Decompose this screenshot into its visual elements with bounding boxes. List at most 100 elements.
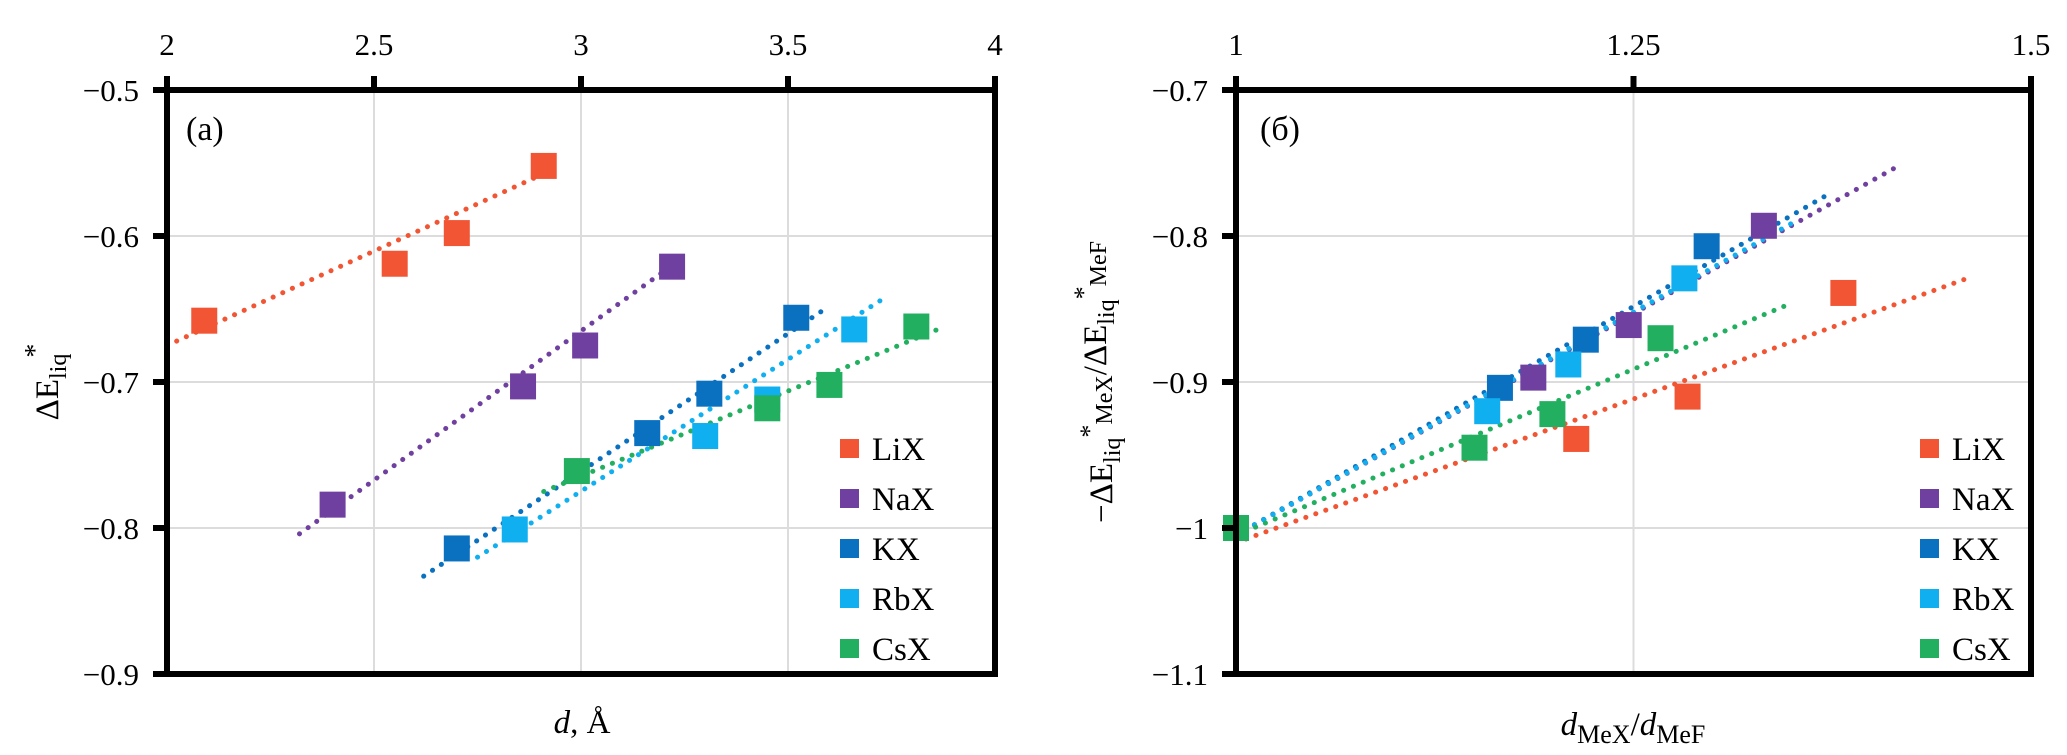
- chart-b-point-kx: [1572, 326, 1599, 353]
- chart-a-point-csx: [563, 458, 590, 485]
- chart-a-legend-label: CsX: [872, 632, 931, 668]
- chart-a-point-kx: [443, 535, 470, 562]
- chart-b-trendlines: [1233, 164, 1970, 546]
- chart-a-x-tick-label: 3: [573, 27, 589, 62]
- chart-a-x-tick-label: 3.5: [769, 27, 808, 62]
- chart-a-y-axis-title-main: ΔE: [30, 379, 66, 420]
- chart-a-point-rbx: [841, 316, 868, 343]
- chart-b-legend-label: CsX: [1952, 632, 2011, 668]
- chart-b: 1 1.25 1.5−0.7−0.8−0.9−1−1.1 (б) dMeX/dMeF…: [1069, 27, 2050, 749]
- chart-a-frame: [153, 76, 998, 677]
- chart-a-legend-label: NaX: [872, 482, 934, 518]
- chart-a-y-axis-title-sub: liq: [46, 354, 72, 379]
- chart-b-trendline-lix: [1233, 275, 1970, 546]
- chart-a-panel-label: (a): [186, 111, 224, 148]
- chart-b-y-tick-label: −0.9: [1152, 365, 1208, 400]
- chart-b-y-axis-title-sub2: liq: [1094, 299, 1120, 324]
- chart-b-x-tick-label: 1.25: [1606, 27, 1660, 62]
- chart-b-x-axis-title-slash: /: [1631, 707, 1641, 743]
- chart-b-trendline-nax: [1233, 164, 1899, 538]
- chart-a-point-kx: [696, 380, 723, 407]
- chart-b-point-rbx: [1555, 351, 1582, 378]
- chart-b-x-axis-title-d1: d: [1561, 707, 1578, 743]
- chart-a-ticks: 2 2.5 3 3.5 4 −0.5 −0.6 −0.7 −0.8 −0.9: [83, 27, 1003, 692]
- chart-a-legend-swatch: [840, 539, 859, 558]
- chart-a-legend-swatch: [840, 589, 859, 608]
- chart-b-x-axis-title-sub2: MeF: [1656, 720, 1705, 749]
- chart-b-point-rbx: [1671, 265, 1698, 292]
- chart-b-point-csx: [1539, 401, 1566, 428]
- chart-b-y-tick-label: −1: [1175, 511, 1208, 546]
- chart-b-frame: [1222, 76, 2034, 677]
- chart-b-legend-swatch: [1920, 589, 1939, 608]
- chart-a-legend: LiX NaX KX RbX CsX: [840, 432, 935, 668]
- chart-a: 2 2.5 3 3.5 4 −0.5 −0.6 −0.7 −0.8 −0.9 (a) d, Å Δ…: [20, 27, 1003, 741]
- chart-a-point-kx: [634, 420, 661, 447]
- chart-a-legend-label: KX: [872, 532, 920, 568]
- chart-a-legend-item-rbx: RbX: [840, 582, 935, 618]
- chart-b-panel-label: (б): [1260, 111, 1300, 148]
- chart-a-y-axis-title-sup: *: [20, 344, 51, 358]
- chart-b-legend-label: NaX: [1952, 482, 2014, 518]
- chart-b-x-axis-title-sub1: MeX: [1577, 720, 1631, 749]
- chart-a-point-lix: [443, 220, 470, 247]
- chart-b-y-tick-label: −0.7: [1152, 73, 1208, 108]
- chart-b-legend: LiX NaX KX RbX CsX: [1920, 432, 2015, 668]
- chart-a-legend-swatch: [840, 439, 859, 458]
- chart-a-point-kx: [783, 304, 810, 331]
- chart-a-point-nax: [572, 332, 599, 359]
- chart-b-trendline-csx: [1233, 303, 1788, 538]
- chart-a-trendline-nax: [296, 253, 687, 537]
- chart-b-legend-item-lix: LiX: [1920, 432, 2005, 468]
- chart-b-legend-swatch: [1920, 489, 1939, 508]
- chart-b-point-nax: [1520, 364, 1547, 391]
- chart-b-legend-label: RbX: [1952, 582, 2015, 618]
- chart-a-y-tick-label: −0.5: [83, 73, 139, 108]
- chart-b-legend-item-csx: CsX: [1920, 632, 2011, 668]
- chart-a-legend-item-kx: KX: [840, 532, 920, 568]
- chart-b-y-axis-title: −ΔEliq*MeX/ΔEliq*MeF: [1069, 241, 1126, 523]
- chart-a-trendline-csx: [541, 325, 944, 494]
- chart-b-point-kx: [1486, 374, 1513, 401]
- chart-a-legend-item-lix: LiX: [840, 432, 925, 468]
- chart-a-y-tick-label: −0.7: [83, 365, 139, 400]
- chart-a-x-tick-label: 2.5: [355, 27, 394, 62]
- chart-a-x-axis-title: d, Å: [554, 704, 611, 741]
- chart-a-legend-item-csx: CsX: [840, 632, 931, 668]
- chart-b-x-axis-title: dMeX/dMeF: [1561, 707, 1706, 749]
- chart-b-points: [1223, 212, 1857, 541]
- chart-a-legend-swatch: [840, 639, 859, 658]
- chart-b-y-axis-title-sup2: *: [1069, 286, 1098, 299]
- chart-a-point-csx: [754, 395, 781, 422]
- chart-a-legend-item-nax: NaX: [840, 482, 934, 518]
- chart-b-legend-swatch: [1920, 639, 1939, 658]
- chart-a-x-tick-label: 2: [159, 27, 175, 62]
- chart-b-point-kx: [1693, 233, 1720, 260]
- chart-a-trendlines: [164, 169, 944, 579]
- chart-a-point-nax: [319, 491, 346, 518]
- chart-a-point-lix: [530, 152, 557, 179]
- chart-a-point-rbx: [692, 423, 719, 450]
- chart-a-grid: [167, 90, 995, 674]
- chart-a-points: [191, 152, 930, 562]
- chart-b-trendline-rbx: [1233, 220, 1795, 538]
- chart-b-ticks: 1 1.25 1.5 −0.7 −0.8 −0.9 −1 −1.1: [1152, 27, 2051, 692]
- chart-a-trendline-kx: [421, 303, 832, 579]
- chart-b-legend-item-rbx: RbX: [1920, 582, 2015, 618]
- chart-b-y-tick-label: −0.8: [1152, 219, 1208, 254]
- chart-a-y-tick-label: −0.6: [83, 219, 139, 254]
- chart-a-point-nax: [510, 373, 537, 400]
- chart-a-point-nax: [659, 253, 686, 280]
- chart-b-point-csx: [1461, 434, 1488, 461]
- chart-a-y-axis-title: ΔEliq*: [20, 344, 72, 421]
- chart-a-legend-label: RbX: [872, 582, 935, 618]
- chart-b-point-nax: [1615, 312, 1642, 339]
- chart-a-trendline-rbx: [475, 296, 886, 560]
- chart-b-legend-label: KX: [1952, 532, 2000, 568]
- chart-b-x-tick-label: 1.5: [2012, 27, 2051, 62]
- chart-b-y-axis-title-mid: /ΔE: [1078, 325, 1114, 376]
- chart-b-point-csx: [1647, 325, 1674, 352]
- chart-a-y-tick-label: −0.9: [83, 657, 139, 692]
- chart-a-point-csx: [816, 371, 843, 398]
